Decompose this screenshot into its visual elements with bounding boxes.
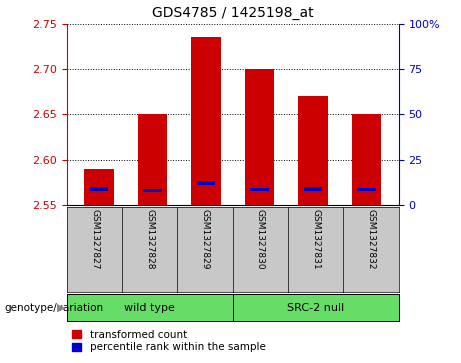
Bar — [245, 69, 274, 205]
Bar — [84, 169, 114, 205]
Text: genotype/variation: genotype/variation — [5, 303, 104, 313]
Bar — [304, 187, 323, 191]
Text: GSM1327830: GSM1327830 — [256, 209, 265, 270]
Text: GSM1327827: GSM1327827 — [90, 209, 99, 270]
Legend: transformed count, percentile rank within the sample: transformed count, percentile rank withi… — [72, 330, 266, 352]
Bar — [191, 37, 221, 205]
Bar — [89, 187, 108, 191]
Title: GDS4785 / 1425198_at: GDS4785 / 1425198_at — [152, 6, 313, 20]
Bar — [197, 182, 215, 185]
Text: GSM1327831: GSM1327831 — [311, 209, 320, 270]
Text: GSM1327832: GSM1327832 — [366, 209, 376, 270]
Bar — [138, 114, 167, 205]
Text: GSM1327828: GSM1327828 — [145, 209, 154, 270]
Text: SRC-2 null: SRC-2 null — [287, 303, 344, 313]
Text: GSM1327829: GSM1327829 — [201, 209, 210, 270]
Text: ▶: ▶ — [57, 303, 65, 313]
Bar — [250, 188, 269, 191]
Bar — [298, 96, 328, 205]
Bar — [357, 188, 376, 191]
Bar — [143, 189, 162, 192]
Text: wild type: wild type — [124, 303, 175, 313]
Bar — [352, 114, 381, 205]
